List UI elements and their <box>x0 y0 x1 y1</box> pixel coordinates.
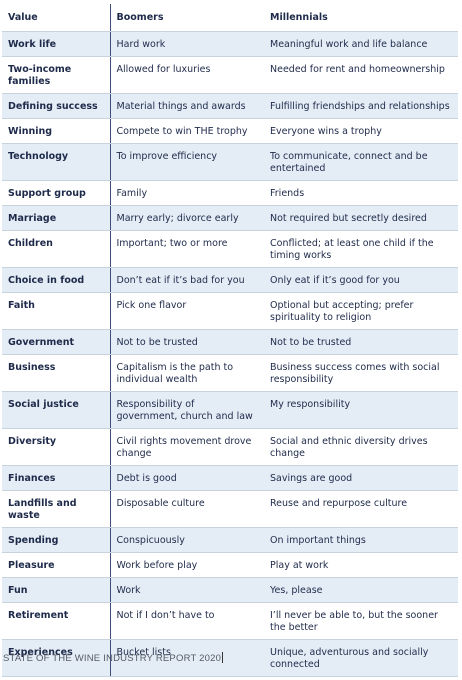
row-millennials: Friends <box>264 180 458 206</box>
row-value: Choice in food <box>2 267 110 293</box>
row-millennials: Not to be trusted <box>264 329 458 355</box>
table-row: Winning Compete to win THE trophy Everyone… <box>2 118 458 144</box>
row-boomers: Civil rights movement drove change <box>109 428 264 466</box>
row-millennials: Fulfilling friendships and relationships <box>264 93 458 119</box>
row-boomers: Responsibility of government, church and… <box>109 391 264 429</box>
row-millennials: My responsibility <box>264 391 458 429</box>
table-row: Work life Hard work Meaningful work and li… <box>2 31 458 57</box>
table-row: Marriage Marry early; divorce early Not re… <box>2 205 458 231</box>
row-value: Winning <box>2 118 110 144</box>
header-value: Value <box>2 4 110 32</box>
row-millennials: Play at work <box>264 552 458 578</box>
row-boomers: Bucket lists <box>109 639 264 677</box>
row-value: Children <box>2 230 110 268</box>
row-boomers: Work <box>109 577 264 603</box>
row-boomers: Conspicuously <box>109 527 264 553</box>
row-value: Experiences <box>2 639 110 677</box>
row-boomers: Debt is good <box>109 465 264 491</box>
row-value: Faith <box>2 292 110 330</box>
table-row: Technology To improve efficiency To commun… <box>2 143 458 181</box>
row-value: Two-income families <box>2 56 110 94</box>
row-boomers: To improve efficiency <box>109 143 264 181</box>
header-boomers: Boomers <box>109 4 264 32</box>
row-value: Technology <box>2 143 110 181</box>
row-millennials: Everyone wins a trophy <box>264 118 458 144</box>
table-row: Support group Family Friends <box>2 180 458 206</box>
table-row: Experiences Bucket lists Unique, adventuro… <box>2 639 458 677</box>
row-value: Fun <box>2 577 110 603</box>
row-boomers: Not to be trusted <box>109 329 264 355</box>
table-row: Business Capitalism is the path to indivi… <box>2 354 458 392</box>
row-value: Government <box>2 329 110 355</box>
row-value: Defining success <box>2 93 110 119</box>
row-value: Diversity <box>2 428 110 466</box>
header-millennials: Millennials <box>264 4 458 32</box>
table-row: Diversity Civil rights movement drove cha… <box>2 428 458 466</box>
table-row: Fun Work Yes, please <box>2 577 458 603</box>
header-row: Value Boomers Millennials <box>2 4 458 32</box>
table-row: Defining success Material things and awar… <box>2 93 458 119</box>
row-boomers: Don’t eat if it’s bad for you <box>109 267 264 293</box>
row-boomers: Work before play <box>109 552 264 578</box>
row-millennials: On important things <box>264 527 458 553</box>
text-cursor <box>222 652 224 663</box>
footer-text: STATE OF THE WINE INDUSTRY REPORT 2020 <box>3 653 222 664</box>
row-boomers: Capitalism is the path to individual wea… <box>109 354 264 392</box>
table-body: Work life Hard work Meaningful work and li… <box>2 31 458 677</box>
row-value: Landfills and waste <box>2 490 110 528</box>
row-boomers: Important; two or more <box>109 230 264 268</box>
row-value: Marriage <box>2 205 110 231</box>
row-value: Business <box>2 354 110 392</box>
row-value: Work life <box>2 31 110 57</box>
table-row: Spending Conspicuously On important things <box>2 527 458 553</box>
row-millennials: Conflicted; at least one child if the ti… <box>264 230 458 268</box>
row-millennials: Reuse and repurpose culture <box>264 490 458 528</box>
row-millennials: Not required but secretly desired <box>264 205 458 231</box>
row-value: Spending <box>2 527 110 553</box>
row-boomers: Compete to win THE trophy <box>109 118 264 144</box>
row-value: Support group <box>2 180 110 206</box>
table-header: Value Boomers Millennials <box>2 4 458 32</box>
row-value: Finances <box>2 465 110 491</box>
row-millennials: Needed for rent and homeownership <box>264 56 458 94</box>
row-boomers: Not if I don’t have to <box>109 602 264 640</box>
row-value: Social justice <box>2 391 110 429</box>
table-row: Faith Pick one flavor Optional but accepti… <box>2 292 458 330</box>
table-row: Landfills and waste Disposable culture Reu… <box>2 490 458 528</box>
row-boomers: Hard work <box>109 31 264 57</box>
table-row: Government Not to be trusted Not to be tru… <box>2 329 458 355</box>
row-millennials: I’ll never be able to, but the sooner th… <box>264 602 458 640</box>
generations-comparison-table: Value Boomers Millennials Work life Hard … <box>2 4 458 677</box>
row-millennials: Savings are good <box>264 465 458 491</box>
row-boomers: Disposable culture <box>109 490 264 528</box>
table-row: Two-income families Allowed for luxuries N… <box>2 56 458 94</box>
row-millennials: Unique, adventurous and socially connect… <box>264 639 458 677</box>
table-row: Finances Debt is good Savings are good <box>2 465 458 491</box>
table-row: Children Important; two or more Conflicted… <box>2 230 458 268</box>
row-millennials: Yes, please <box>264 577 458 603</box>
report-footer: STATE OF THE WINE INDUSTRY REPORT 2020 <box>3 652 224 664</box>
row-millennials: Optional but accepting; prefer spiritual… <box>264 292 458 330</box>
table-row: Retirement Not if I don’t have to I’ll nev… <box>2 602 458 640</box>
row-boomers: Allowed for luxuries <box>109 56 264 94</box>
row-millennials: Meaningful work and life balance <box>264 31 458 57</box>
row-millennials: Only eat if it’s good for you <box>264 267 458 293</box>
table-row: Social justice Responsibility of governme… <box>2 391 458 429</box>
row-boomers: Marry early; divorce early <box>109 205 264 231</box>
row-millennials: Business success comes with social respo… <box>264 354 458 392</box>
row-millennials: To communicate, connect and be entertain… <box>264 143 458 181</box>
table-row: Pleasure Work before play Play at work <box>2 552 458 578</box>
row-value: Pleasure <box>2 552 110 578</box>
row-millennials: Social and ethnic diversity drives chang… <box>264 428 458 466</box>
table-row: Choice in food Don’t eat if it’s bad for … <box>2 267 458 293</box>
row-boomers: Family <box>109 180 264 206</box>
row-value: Retirement <box>2 602 110 640</box>
row-boomers: Material things and awards <box>109 93 264 119</box>
row-boomers: Pick one flavor <box>109 292 264 330</box>
